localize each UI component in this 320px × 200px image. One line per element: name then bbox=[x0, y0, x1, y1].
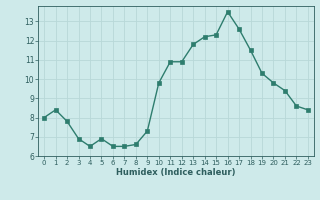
X-axis label: Humidex (Indice chaleur): Humidex (Indice chaleur) bbox=[116, 168, 236, 177]
